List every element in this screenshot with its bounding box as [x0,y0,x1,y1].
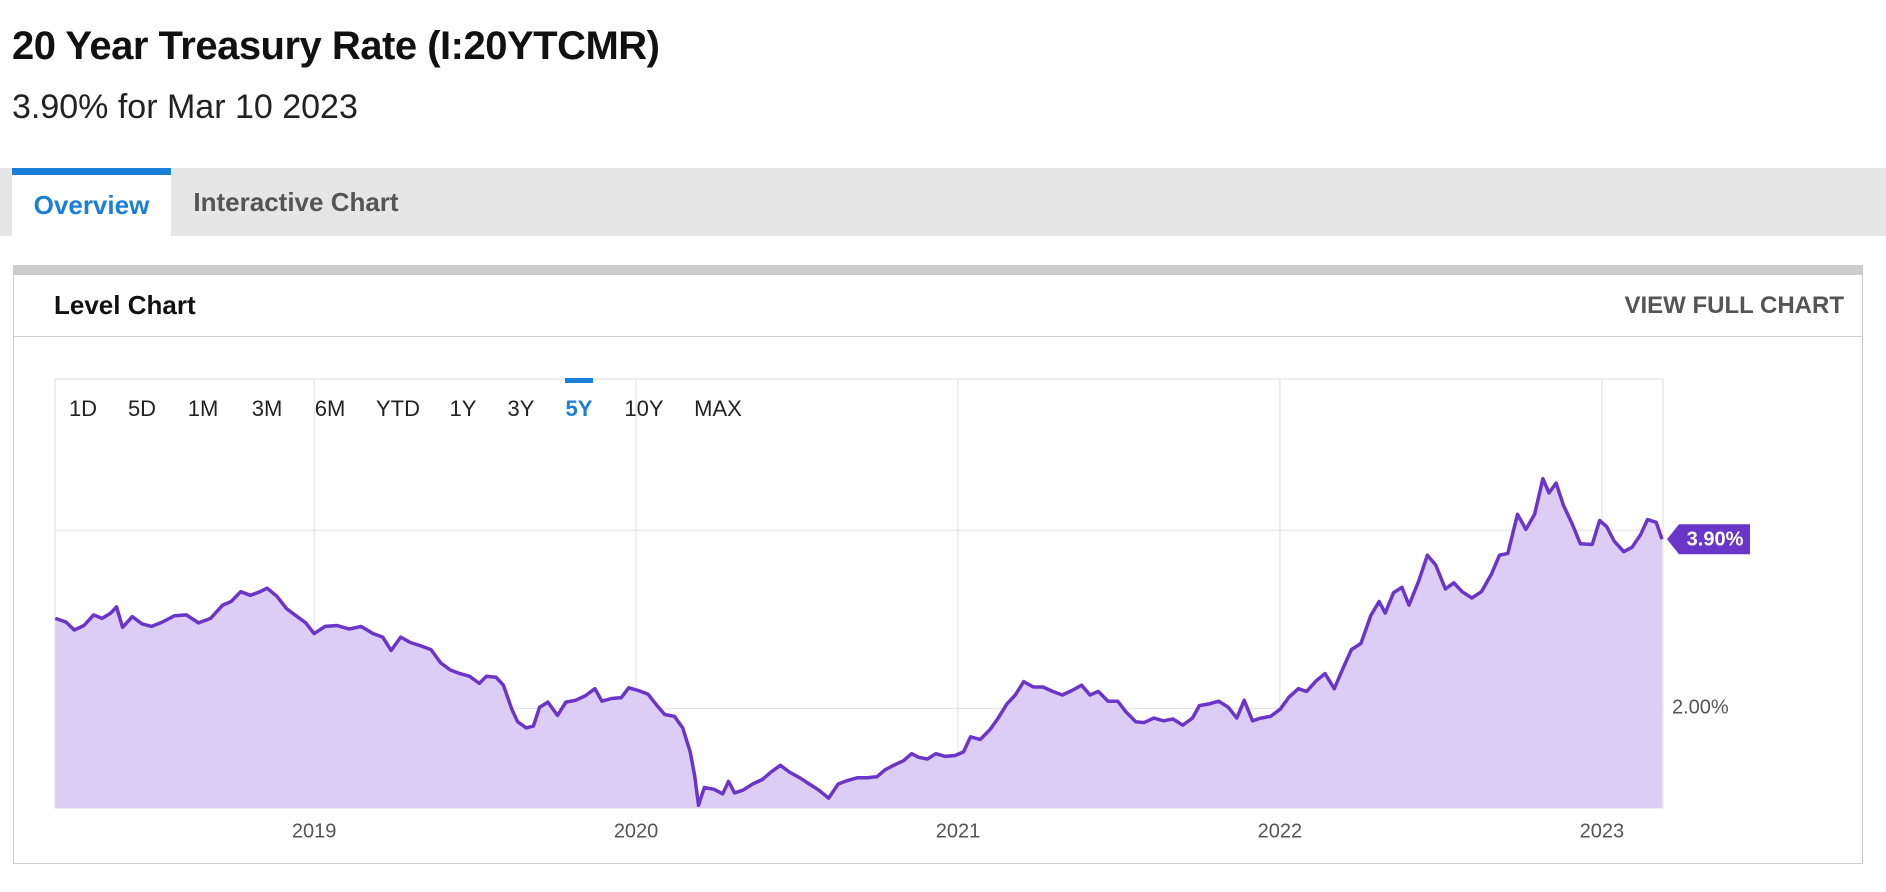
y-tick-label: 2.00% [1672,697,1729,719]
tab-bar [0,168,1886,236]
card-title: Level Chart [54,290,196,320]
range-button[interactable]: 1M [188,396,219,421]
range-button[interactable]: 5Y [566,396,593,421]
tab[interactable]: Overview [12,168,171,236]
x-tick-label: 2020 [614,820,659,842]
view-full-chart-link[interactable]: VIEW FULL CHART [1624,292,1844,319]
active-range-bar [565,378,593,383]
range-button[interactable]: 10Y [624,396,663,421]
end-label-box [1667,524,1750,555]
x-tick-label: 2022 [1258,820,1303,842]
range-button[interactable]: 3Y [508,396,535,421]
page-title: 20 Year Treasury Rate (I:20YTCMR) [12,24,660,68]
x-tick-label: 2019 [292,820,337,842]
divider [14,336,1862,337]
range-button[interactable]: 1D [69,396,97,421]
page-subtitle: 3.90% for Mar 10 2023 [12,88,358,126]
line [54,476,1664,808]
range-button[interactable]: YTD [376,396,420,421]
range-button[interactable]: 1Y [450,396,477,421]
card [13,265,1863,864]
range-button[interactable]: MAX [694,396,742,421]
area [55,478,1663,808]
range-button[interactable]: 5D [128,396,156,421]
end-label: 3.90% [1687,528,1744,550]
tab[interactable]: Interactive Chart [193,187,399,217]
range-button[interactable]: 3M [252,396,283,421]
range-button[interactable]: 6M [315,396,346,421]
x-tick-label: 2021 [936,820,981,842]
x-tick-label: 2023 [1580,820,1625,842]
